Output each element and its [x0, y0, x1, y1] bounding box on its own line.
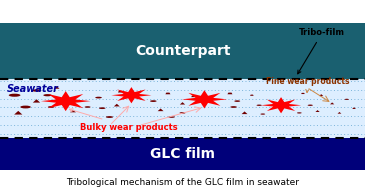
Ellipse shape [234, 100, 240, 102]
Polygon shape [111, 87, 151, 103]
Ellipse shape [95, 97, 102, 98]
Polygon shape [242, 112, 247, 114]
Ellipse shape [43, 94, 51, 96]
Ellipse shape [150, 100, 157, 102]
Polygon shape [118, 91, 123, 92]
Ellipse shape [297, 112, 301, 114]
Polygon shape [330, 102, 334, 104]
Ellipse shape [261, 113, 265, 115]
Text: Bulky wear products: Bulky wear products [69, 109, 178, 132]
Ellipse shape [9, 94, 20, 97]
Polygon shape [70, 110, 76, 112]
Ellipse shape [257, 105, 262, 106]
Bar [0, 138, 365, 170]
Polygon shape [165, 93, 170, 94]
Polygon shape [338, 112, 341, 114]
Bar [0, 79, 365, 138]
Ellipse shape [99, 107, 105, 109]
Polygon shape [180, 102, 185, 105]
Ellipse shape [20, 106, 31, 108]
Ellipse shape [48, 106, 54, 108]
Polygon shape [301, 93, 305, 94]
Ellipse shape [32, 89, 41, 92]
Text: Tribo-film: Tribo-film [298, 28, 345, 74]
Polygon shape [250, 95, 254, 96]
Polygon shape [182, 90, 227, 108]
Polygon shape [33, 99, 40, 103]
Polygon shape [158, 108, 164, 111]
Ellipse shape [230, 106, 237, 108]
Ellipse shape [168, 116, 175, 118]
Ellipse shape [85, 106, 91, 108]
Ellipse shape [345, 99, 349, 100]
Text: Counterpart: Counterpart [135, 44, 230, 58]
Text: Seawater: Seawater [7, 84, 59, 94]
Bar [0, 23, 365, 79]
Ellipse shape [180, 112, 185, 114]
Polygon shape [315, 110, 320, 112]
Polygon shape [41, 91, 91, 111]
Polygon shape [227, 93, 233, 94]
Polygon shape [352, 107, 356, 109]
Ellipse shape [308, 105, 313, 106]
Ellipse shape [106, 116, 113, 118]
Polygon shape [319, 94, 323, 96]
Polygon shape [191, 96, 196, 97]
Polygon shape [261, 97, 301, 113]
Text: GLC film: GLC film [150, 147, 215, 161]
Polygon shape [114, 104, 120, 106]
Polygon shape [54, 86, 59, 89]
Text: Tribological mechanism of the GLC film in seawater: Tribological mechanism of the GLC film i… [66, 178, 299, 187]
Text: Fine wear products: Fine wear products [266, 77, 350, 93]
Polygon shape [14, 111, 22, 115]
